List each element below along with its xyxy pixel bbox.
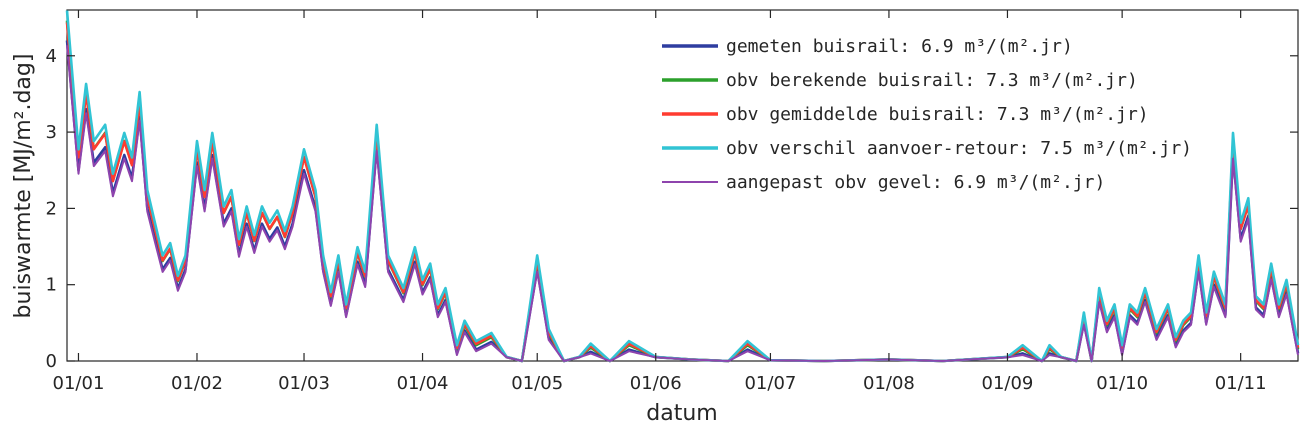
legend-box — [652, 26, 1212, 198]
x-tick-label-8: 01/09 — [982, 373, 1034, 394]
y-tick-label-0: 0 — [46, 351, 57, 372]
y-tick-label-3: 3 — [46, 122, 57, 143]
legend-label-2: obv berekende buisrail: 7.3 m³/(m².jr) — [726, 70, 1138, 91]
x-tick-label-10: 01/11 — [1215, 373, 1267, 394]
x-tick-label-2: 01/03 — [278, 373, 330, 394]
x-axis-label: datum — [646, 401, 717, 426]
legend: gemeten buisrail: 6.9 m³/(m².jr) obv bere… — [652, 26, 1212, 198]
series-line-5 — [66, 45, 1299, 362]
series-layer — [65, 10, 1300, 363]
legend-label-3: obv gemiddelde buisrail: 7.3 m³/(m².jr) — [726, 104, 1149, 125]
x-tick-label-0: 01/01 — [53, 373, 105, 394]
y-ticks: 0 1 2 3 4 — [46, 46, 1298, 372]
x-tick-label-9: 01/10 — [1096, 373, 1148, 394]
x-tick-label-5: 01/06 — [630, 373, 682, 394]
x-tick-label-4: 01/05 — [511, 373, 563, 394]
x-tick-label-7: 01/08 — [863, 373, 915, 394]
y-axis-label: buiswarmte [MJ/m².dag] — [11, 54, 36, 319]
x-tick-label-6: 01/07 — [744, 373, 796, 394]
legend-label-5: aangepast obv gevel: 6.9 m³/(m².jr) — [726, 172, 1105, 193]
legend-label-4: obv verschil aanvoer-retour: 7.5 m³/(m².… — [726, 138, 1192, 159]
legend-label-1: gemeten buisrail: 6.9 m³/(m².jr) — [726, 36, 1073, 57]
y-tick-label-1: 1 — [46, 275, 57, 296]
x-tick-label-3: 01/04 — [397, 373, 449, 394]
x-tick-label-1: 01/02 — [171, 373, 223, 394]
x-ticks: 01/01 01/02 01/03 01/04 01/05 01/06 01/07 01/08… — [53, 10, 1267, 394]
y-tick-label-2: 2 — [46, 198, 57, 219]
y-tick-label-4: 4 — [46, 46, 57, 67]
